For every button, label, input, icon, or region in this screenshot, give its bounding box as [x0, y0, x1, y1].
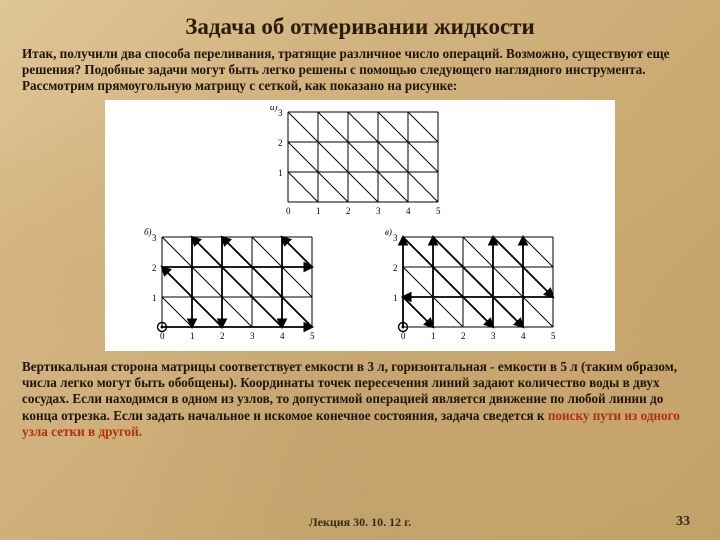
figure-c: в) 0 1 2 3 4 5 1 2 3 [373, 227, 588, 347]
svg-text:4: 4 [280, 331, 285, 341]
svg-text:3: 3 [376, 206, 381, 216]
svg-text:5: 5 [551, 331, 556, 341]
figure-a: а) 0 1 2 3 4 5 1 2 3 [260, 106, 460, 221]
svg-text:0: 0 [160, 331, 165, 341]
svg-text:0: 0 [401, 331, 406, 341]
svg-text:в): в) [385, 227, 392, 237]
svg-text:3: 3 [250, 331, 255, 341]
svg-text:2: 2 [220, 331, 225, 341]
footer-lecture: Лекция 30. 10. 12 г. [309, 515, 412, 530]
svg-text:4: 4 [406, 206, 411, 216]
intro-paragraph: Итак, получили два способа переливания, … [22, 46, 698, 94]
page-title: Задача об отмеривании жидкости [22, 14, 698, 40]
svg-text:3: 3 [393, 233, 398, 243]
figure-b: б) 0 1 2 3 4 5 1 2 3 [132, 227, 347, 347]
svg-text:1: 1 [316, 206, 321, 216]
svg-text:1: 1 [152, 293, 157, 303]
svg-text:3: 3 [152, 233, 157, 243]
svg-text:4: 4 [521, 331, 526, 341]
svg-text:3: 3 [491, 331, 496, 341]
svg-text:а): а) [270, 106, 278, 112]
svg-text:1: 1 [393, 293, 398, 303]
svg-text:1: 1 [278, 168, 283, 178]
svg-text:2: 2 [278, 138, 283, 148]
body-paragraph: Вертикальная сторона матрицы соответству… [22, 359, 698, 439]
page-number: 33 [676, 514, 690, 530]
svg-text:2: 2 [393, 263, 398, 273]
svg-text:2: 2 [461, 331, 466, 341]
svg-text:б): б) [144, 227, 152, 237]
figure-container: а) 0 1 2 3 4 5 1 2 3 б) 0 1 2 3 4 5 1 2 3 в) 0 1 2 3 4 5 1 2 3 [105, 100, 615, 351]
svg-text:0: 0 [286, 206, 291, 216]
svg-text:2: 2 [152, 263, 157, 273]
svg-text:5: 5 [310, 331, 315, 341]
svg-text:1: 1 [431, 331, 436, 341]
svg-text:2: 2 [346, 206, 351, 216]
svg-text:5: 5 [436, 206, 441, 216]
svg-text:3: 3 [278, 108, 283, 118]
svg-text:1: 1 [190, 331, 195, 341]
